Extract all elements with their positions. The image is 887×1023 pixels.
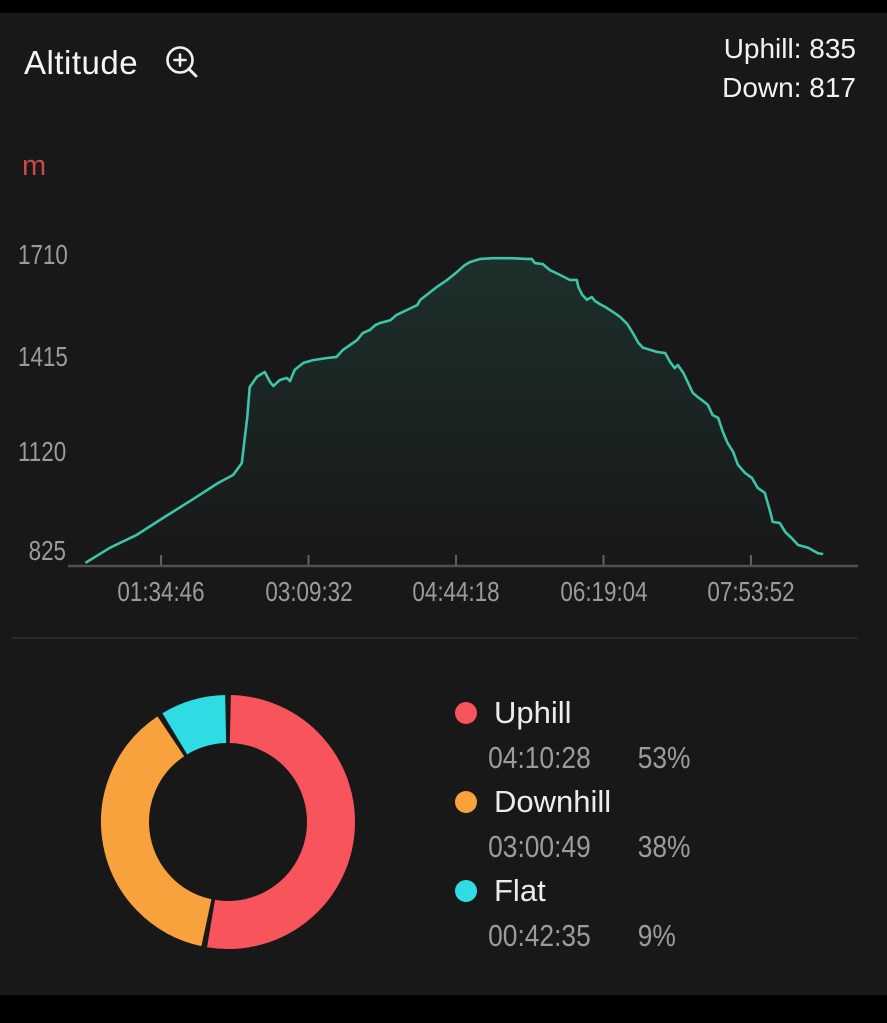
x-tick-label: 04:44:18 bbox=[412, 576, 500, 607]
y-axis-unit: m bbox=[22, 150, 47, 182]
page-title: Altitude bbox=[24, 44, 139, 81]
x-tick-label: 01:34:46 bbox=[117, 576, 205, 607]
donut-legend: Uphill 04:10:28 53% Downhill 03:00:49 38% Flat… bbox=[455, 691, 855, 958]
x-tick-label: 03:09:32 bbox=[264, 576, 353, 607]
legend-percent-uphill: 53% bbox=[637, 739, 691, 775]
legend-values-uphill: 04:10:28 53% bbox=[455, 735, 795, 780]
bottom-letterbox bbox=[0, 995, 887, 1023]
altitude-area-fill bbox=[85, 258, 824, 566]
y-tick-label: 1415 bbox=[18, 341, 68, 372]
downhill-total: Down: 817 bbox=[722, 72, 856, 103]
section-divider bbox=[12, 637, 857, 639]
donut-segment-flat bbox=[162, 695, 228, 755]
legend-values-downhill: 03:00:49 38% bbox=[455, 824, 795, 869]
legend-label-flat: Flat bbox=[494, 873, 546, 908]
donut-segment-uphill bbox=[207, 695, 355, 949]
legend-item-downhill: Downhill 03:00:49 38% bbox=[455, 780, 855, 869]
altitude-line bbox=[84, 256, 824, 565]
x-tick-label: 06:19:04 bbox=[559, 576, 648, 607]
y-tick-label: 1120 bbox=[18, 436, 67, 467]
legend-percent-downhill: 38% bbox=[637, 828, 691, 864]
uphill-total: Uphill: 835 bbox=[723, 33, 856, 64]
legend-values-flat: 00:42:35 9% bbox=[455, 913, 795, 958]
legend-time-flat: 00:42:35 bbox=[488, 917, 591, 953]
legend-dot-downhill bbox=[455, 791, 477, 813]
legend-percent-flat: 9% bbox=[637, 917, 676, 953]
legend-label-uphill: Uphill bbox=[494, 695, 572, 730]
x-tick-label: 07:53:52 bbox=[707, 576, 795, 607]
time-distribution-donut bbox=[101, 695, 355, 949]
legend-time-uphill: 04:10:28 bbox=[488, 739, 591, 775]
legend-item-flat: Flat 00:42:35 9% bbox=[455, 869, 855, 958]
legend-time-downhill: 03:00:49 bbox=[488, 828, 591, 864]
zoom-in-icon[interactable] bbox=[164, 44, 204, 84]
legend-dot-flat bbox=[455, 880, 477, 902]
legend-label-downhill: Downhill bbox=[494, 784, 612, 819]
altitude-chart[interactable] bbox=[0, 0, 887, 600]
y-tick-label: 1710 bbox=[18, 239, 68, 270]
donut-segment-downhill bbox=[101, 716, 213, 947]
y-tick-label: 825 bbox=[28, 535, 66, 566]
top-letterbox bbox=[0, 0, 887, 13]
legend-item-uphill: Uphill 04:10:28 53% bbox=[455, 691, 855, 780]
elevation-stats: Uphill: 835 Down: 817 bbox=[722, 29, 856, 107]
legend-dot-uphill bbox=[455, 702, 477, 724]
